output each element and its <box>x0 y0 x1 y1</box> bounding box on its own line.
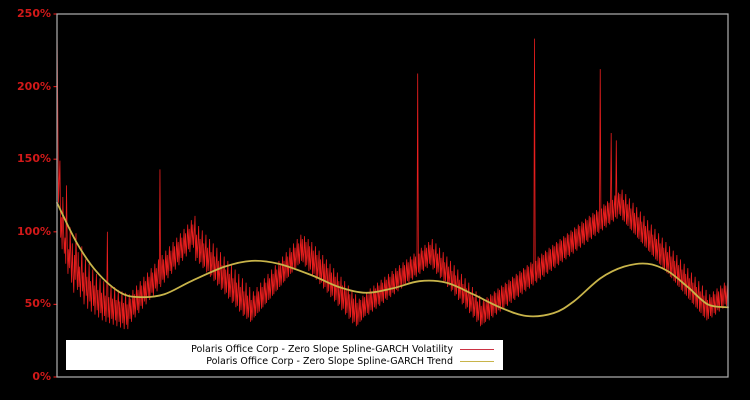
plot-area-frame <box>56 13 729 378</box>
series-trend <box>56 201 729 318</box>
y-axis-tick-label: 150% <box>17 152 51 166</box>
y-axis-tick-label: 50% <box>24 297 51 311</box>
legend-swatch-trend <box>460 360 494 362</box>
y-axis-tick-label: 200% <box>17 79 51 93</box>
y-axis-tick-label: 100% <box>17 224 51 238</box>
legend-item[interactable]: Polaris Office Corp - Zero Slope Spline-… <box>67 355 502 367</box>
y-axis-tick-label: 0% <box>32 370 51 383</box>
series-volatility <box>56 24 729 330</box>
plot-area-background <box>57 14 728 377</box>
legend-item[interactable]: Polaris Office Corp - Zero Slope Spline-… <box>67 343 502 355</box>
legend-item-label: Polaris Office Corp - Zero Slope Spline-… <box>206 355 453 367</box>
legend-swatch-volatility <box>460 348 494 350</box>
chart-legend: Polaris Office Corp - Zero Slope Spline-… <box>66 340 503 370</box>
y-axis-tick-label: 250% <box>17 7 51 20</box>
legend-item-label: Polaris Office Corp - Zero Slope Spline-… <box>191 343 453 355</box>
